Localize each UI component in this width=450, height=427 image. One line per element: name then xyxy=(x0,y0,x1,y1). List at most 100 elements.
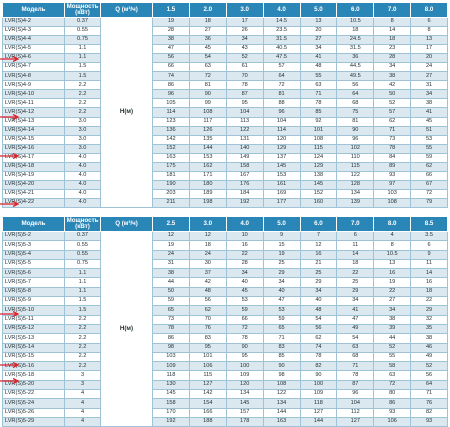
head-value-cell: 63 xyxy=(188,62,227,73)
head-value-cell: 48 xyxy=(299,305,338,316)
head-value-cell: 122 xyxy=(262,389,301,400)
power-cell: 1.5 xyxy=(64,62,101,73)
table-row: LVR(S)5-26 4 170 166 157 144 127 112 93 82 xyxy=(2,407,448,418)
head-value-cell: 51 xyxy=(410,125,448,136)
head-value-cell: 108 xyxy=(262,379,301,391)
model-cell: LVR(S)4-15 xyxy=(2,134,65,145)
head-value-cell: 71 xyxy=(373,125,412,136)
head-value-cell: 16 xyxy=(299,249,338,260)
highlight-arrow-icon xyxy=(0,201,20,207)
head-value-cell: 83 xyxy=(262,342,301,353)
head-value-cell: 145 xyxy=(262,161,301,172)
column-header-flow: Q (м³/ч) xyxy=(100,2,153,18)
flow-rate-header: 2.0 xyxy=(188,2,227,18)
table-row: LVR(S)5-5 0.75 31 30 28 25 21 18 13 11 xyxy=(2,258,448,270)
highlight-arrow-icon xyxy=(0,114,20,120)
power-cell: 3 xyxy=(64,370,101,381)
table-row: LVR(S)4-7 1.5 66 63 61 57 48 44.5 34 24 xyxy=(2,62,448,73)
head-value-cell: 6 xyxy=(410,16,448,28)
head-value-cell: 47 xyxy=(336,314,375,325)
head-value-cell: 29 xyxy=(336,286,375,298)
power-cell: 0.75 xyxy=(64,258,101,270)
head-value-cell: 90 xyxy=(262,361,301,372)
head-value-cell: 29 xyxy=(299,277,338,288)
head-value-cell: 7 xyxy=(299,230,338,242)
table-row: LVR(S)4-10 2.2 96 90 87 81 71 64 50 34 xyxy=(2,89,448,100)
head-value-cell: 93 xyxy=(410,416,448,427)
highlight-arrow-icon xyxy=(0,362,20,368)
table-row: LVR(S)5-20 3 130 127 120 108 100 87 72 64 xyxy=(2,379,448,391)
head-value-cell: 85 xyxy=(262,351,301,363)
head-value-cell: 40 xyxy=(299,296,338,307)
head-value-cell: 136 xyxy=(152,125,190,136)
model-cell: LVR(S)5-24 xyxy=(2,398,65,409)
head-value-cell: 9 xyxy=(410,249,448,260)
head-value-cell: 16 xyxy=(225,240,264,251)
head-value-cell: 54 xyxy=(299,314,338,325)
head-value-cell: 63 xyxy=(299,80,338,91)
head-value-cell: 50 xyxy=(152,286,190,298)
head-value-cell: 49.5 xyxy=(336,71,375,82)
head-value-cell: 166 xyxy=(188,407,227,418)
head-value-cell: 14 xyxy=(373,26,412,37)
power-cell: 1.1 xyxy=(64,268,101,279)
head-value-cell: 81 xyxy=(188,80,227,91)
flow-rate-header: 5.0 xyxy=(262,216,301,232)
model-cell: LVR(S)5-5 xyxy=(2,258,65,270)
head-value-cell: 52 xyxy=(373,342,412,353)
head-value-cell: 17 xyxy=(410,44,448,55)
power-cell: 1.1 xyxy=(64,53,101,64)
head-value-cell: 129 xyxy=(262,143,301,154)
table-row: LVR(S)5-18 3 118 115 109 98 90 78 63 56 xyxy=(2,370,448,381)
head-value-cell: 103 xyxy=(152,351,190,363)
head-value-cell: 22 xyxy=(225,249,264,260)
head-value-cell: 122 xyxy=(225,125,264,136)
head-value-cell: 68 xyxy=(336,351,375,363)
head-value-cell: 55 xyxy=(373,351,412,363)
power-cell: 3.0 xyxy=(64,116,101,127)
head-value-cell: 39 xyxy=(373,323,412,335)
head-value-cell: 81 xyxy=(262,89,301,100)
model-cell: LVR(S)4-14 xyxy=(2,125,65,136)
table-row: LVR(S)4-8 1.5 74 72 70 64 55 49.5 38 27 xyxy=(2,71,448,82)
flow-rate-header: 3.0 xyxy=(188,216,227,232)
head-value-cell: 41 xyxy=(410,107,448,118)
model-cell: LVR(S)5-12 xyxy=(2,323,65,335)
head-value-cell: 31 xyxy=(152,258,190,270)
head-value-cell: 43 xyxy=(225,44,264,55)
head-value-cell: 78 xyxy=(225,333,264,344)
head-value-cell: 42 xyxy=(373,80,412,91)
head-value-cell: 34 xyxy=(336,296,375,307)
head-value-cell: 109 xyxy=(299,389,338,400)
head-value-cell: 8 xyxy=(373,240,412,251)
head-value-cell: 71 xyxy=(410,389,448,400)
head-value-cell: 176 xyxy=(225,179,264,190)
head-value-cell: 130 xyxy=(152,379,190,391)
power-cell: 0.55 xyxy=(64,240,101,251)
head-value-cell: 86 xyxy=(152,333,190,344)
head-value-cell: 72 xyxy=(410,188,448,199)
power-cell: 2.2 xyxy=(64,89,101,100)
head-value-cell: 38 xyxy=(373,71,412,82)
head-value-cell: 177 xyxy=(262,197,301,208)
table-row: LVR(S)5-12 2.2 78 76 72 65 56 49 39 35 xyxy=(2,323,448,335)
head-label: H(м) xyxy=(100,17,153,208)
head-value-cell: 31.5 xyxy=(336,44,375,55)
head-value-cell: 62 xyxy=(299,333,338,344)
head-value-cell: 115 xyxy=(299,143,338,154)
head-value-cell: 203 xyxy=(152,188,190,199)
head-value-cell: 4 xyxy=(373,230,412,242)
head-value-cell: 108 xyxy=(188,107,227,118)
head-value-cell: 108 xyxy=(299,134,338,145)
model-cell: LVR(S)4-9 xyxy=(2,80,65,91)
power-cell: 0.55 xyxy=(64,249,101,260)
power-cell: 2.2 xyxy=(64,333,101,344)
head-value-cell: 198 xyxy=(188,197,227,208)
head-value-cell: 63 xyxy=(336,342,375,353)
flow-rate-header: 5.0 xyxy=(299,2,338,18)
head-value-cell: 178 xyxy=(225,416,264,427)
head-value-cell: 38 xyxy=(410,98,448,109)
head-value-cell: 19 xyxy=(262,249,301,260)
header-row: Модель Мощность (кВт) Q (м³/ч) 1.5 2.0 3.0 4.0 5… xyxy=(2,2,448,18)
head-value-cell: 76 xyxy=(410,398,448,409)
